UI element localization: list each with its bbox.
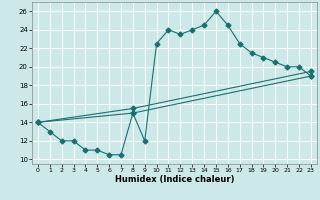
X-axis label: Humidex (Indice chaleur): Humidex (Indice chaleur) — [115, 175, 234, 184]
